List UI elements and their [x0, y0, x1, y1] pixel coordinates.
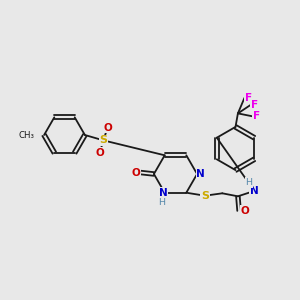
Text: N: N — [250, 186, 259, 196]
Text: F: F — [250, 100, 258, 110]
Text: O: O — [132, 167, 141, 178]
Text: O: O — [103, 123, 112, 133]
Text: CH₃: CH₃ — [19, 130, 34, 140]
Text: F: F — [253, 111, 260, 122]
Text: N: N — [196, 169, 205, 179]
Text: S: S — [201, 191, 209, 201]
Text: O: O — [95, 148, 104, 158]
Text: N: N — [159, 188, 168, 198]
Text: F: F — [244, 93, 252, 103]
Text: S: S — [100, 135, 107, 146]
Text: O: O — [240, 206, 249, 216]
Text: H: H — [158, 198, 165, 207]
Text: H: H — [245, 178, 253, 187]
